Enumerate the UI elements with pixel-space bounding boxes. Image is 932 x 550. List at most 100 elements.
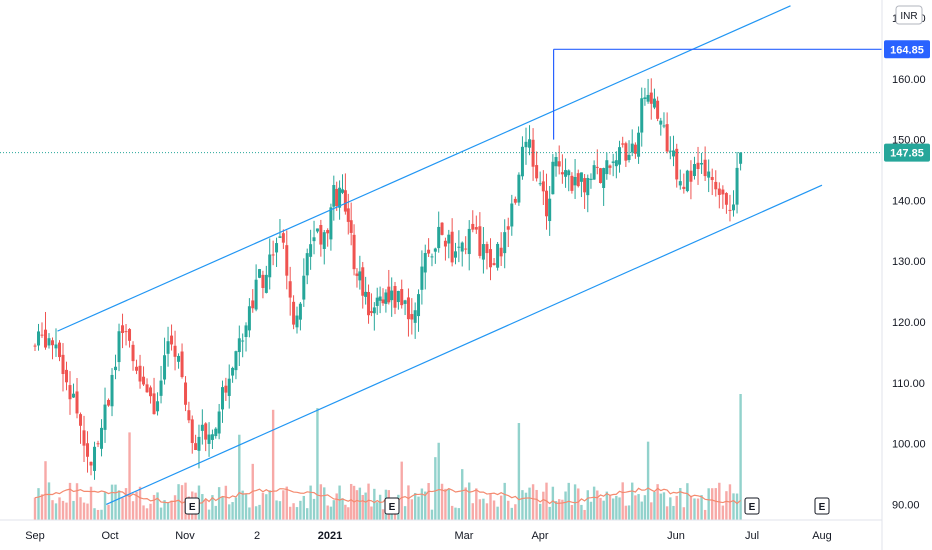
volume-bar	[514, 504, 517, 520]
candle-body	[393, 286, 397, 308]
candle-body	[61, 354, 65, 375]
volume-bar	[492, 500, 496, 520]
volume-bar	[457, 508, 461, 520]
price-tag-label: 164.85	[890, 44, 924, 56]
candle-body	[732, 204, 736, 211]
earnings-event-marker[interactable]: E	[744, 497, 760, 515]
candle-body	[135, 366, 139, 371]
volume-bar	[152, 494, 156, 520]
candle-body	[124, 331, 128, 333]
volume-bar	[295, 507, 299, 520]
volume-bar	[288, 506, 292, 520]
volume-bar	[407, 485, 410, 520]
candle-body	[128, 329, 132, 341]
candle-body	[93, 446, 97, 471]
candle-body	[75, 391, 79, 414]
candle-body	[58, 342, 62, 358]
time-axis[interactable]: Sep Oct Nov 2 2021 Mar Apr Jun Jul Aug	[0, 519, 882, 542]
volume-bar	[355, 490, 359, 520]
candle-body	[33, 345, 37, 347]
candle-body	[602, 168, 606, 188]
volume-bar	[489, 493, 492, 520]
candles-layer	[33, 78, 743, 480]
candle-body	[322, 232, 326, 249]
volume-bar	[166, 502, 170, 520]
candle-body	[40, 334, 44, 336]
candle-body	[678, 181, 682, 186]
candle-body	[739, 152, 743, 164]
candle-body	[378, 296, 382, 301]
candle-body	[652, 98, 656, 108]
volume-bar	[413, 492, 417, 520]
volume-bar	[503, 482, 506, 520]
volume-bar	[675, 495, 678, 520]
candle-body	[381, 299, 385, 304]
candle-body	[131, 344, 135, 362]
volume-bar	[241, 490, 244, 520]
candle-body	[662, 125, 666, 127]
currency-label: INR	[900, 11, 917, 22]
volume-bar	[261, 492, 265, 520]
volume-bar	[156, 492, 159, 520]
candle-body	[261, 274, 265, 288]
volume-bar	[621, 482, 624, 520]
volume-bar	[554, 501, 558, 520]
candle-body	[531, 139, 535, 167]
candle-body	[355, 273, 359, 276]
candle-body	[332, 185, 336, 207]
candle-body	[538, 183, 542, 185]
volume-bar	[234, 497, 238, 520]
candle-body	[430, 256, 434, 258]
candle-body	[302, 275, 306, 300]
volume-bar	[299, 500, 302, 520]
volume-bar	[611, 498, 615, 520]
volume-bar	[285, 486, 288, 520]
volume-bar	[403, 506, 407, 520]
channel-lower-line[interactable]	[106, 184, 823, 505]
volume-bar	[248, 507, 251, 520]
earnings-event-marker[interactable]: E	[814, 497, 830, 515]
volume-bar	[142, 505, 145, 520]
volume-bar	[424, 491, 427, 520]
candle-body	[145, 384, 149, 393]
channel-upper-line[interactable]	[57, 5, 791, 332]
candle-body	[611, 161, 615, 163]
candle-body	[54, 344, 58, 349]
volume-bar	[707, 488, 710, 520]
volume-bar	[444, 488, 447, 520]
volume-bar	[347, 507, 350, 520]
candle-body	[492, 263, 496, 266]
candle-body	[510, 203, 514, 227]
volume-bar	[170, 500, 173, 520]
earnings-event-marker[interactable]: E	[184, 497, 200, 515]
price-axis[interactable]: 170.00160.00150.00140.00130.00120.00110.…	[881, 0, 926, 550]
candle-body	[524, 141, 528, 148]
candle-body	[237, 338, 241, 353]
volume-bar	[265, 494, 268, 520]
candle-body	[485, 244, 489, 254]
volume-bar	[739, 394, 742, 520]
candle-body	[700, 163, 704, 165]
candle-body	[517, 174, 521, 203]
volume-bar	[103, 492, 107, 520]
event-label: E	[189, 502, 196, 513]
candle-body	[142, 376, 146, 385]
candle-body	[595, 166, 599, 168]
volume-bar	[68, 482, 72, 520]
earnings-event-marker[interactable]: E	[384, 497, 400, 515]
candle-body	[254, 279, 258, 310]
candle-body	[251, 300, 255, 309]
volume-bar	[121, 497, 124, 520]
volume-bar	[589, 501, 593, 520]
candle-body	[177, 355, 181, 362]
volume-bar	[124, 488, 128, 520]
candle-body	[506, 226, 510, 230]
candle-body	[478, 226, 482, 256]
currency-badge[interactable]: INR	[895, 5, 923, 25]
volume-bar	[665, 506, 669, 520]
volume-bar	[228, 504, 231, 520]
candle-body	[724, 193, 728, 205]
volume-bar	[51, 500, 54, 520]
